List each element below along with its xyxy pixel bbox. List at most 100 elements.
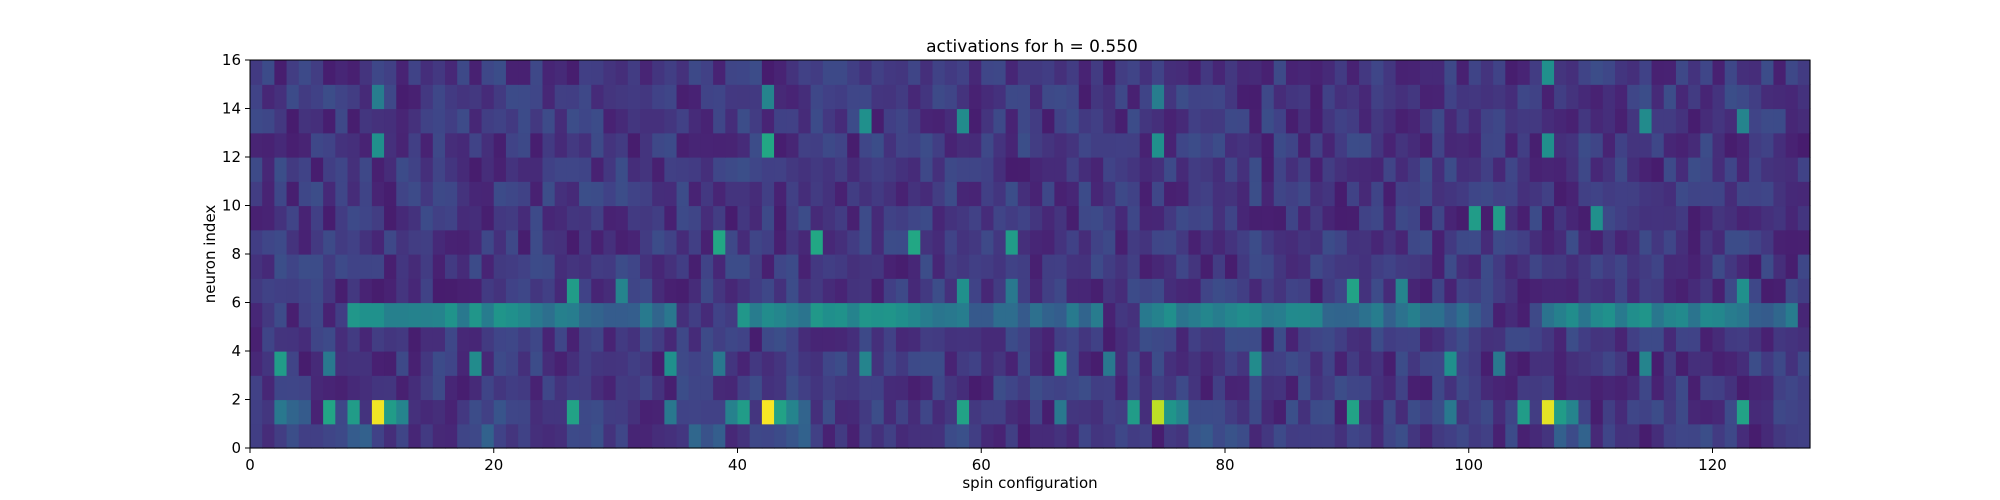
heatmap-cell (298, 326, 312, 352)
heatmap-cell (493, 326, 507, 352)
heatmap-cell (835, 132, 848, 158)
heatmap-cell (1066, 157, 1080, 182)
heatmap-cell (774, 254, 787, 279)
heatmap-cell (1395, 326, 1409, 352)
heatmap-cell (298, 132, 312, 158)
heatmap-cell (1688, 326, 1701, 352)
heatmap-cell (981, 399, 995, 425)
heatmap-cell (615, 84, 629, 110)
heatmap-cell (566, 326, 580, 352)
heatmap-cell (1054, 181, 1068, 207)
heatmap-cell (1042, 278, 1055, 304)
heatmap-cell (1541, 108, 1555, 134)
heatmap-cell (1164, 375, 1177, 401)
heatmap-cell (1298, 254, 1311, 279)
heatmap-cell (1042, 229, 1055, 255)
heatmap-cell (1505, 254, 1519, 279)
heatmap-cell (1225, 181, 1238, 207)
heatmap-cell (1493, 278, 1506, 304)
heatmap-cell (298, 423, 312, 449)
heatmap-cell (956, 181, 970, 207)
heatmap-cell (1407, 278, 1421, 304)
chart-title: activations for h = 0.550 (926, 37, 1138, 57)
heatmap-cell (554, 302, 568, 328)
heatmap-cell (1590, 132, 1604, 158)
heatmap-cell (981, 302, 995, 328)
heatmap-cell (859, 205, 873, 231)
heatmap-cell (518, 108, 531, 134)
heatmap-cell (859, 181, 873, 207)
heatmap-cell (542, 399, 556, 425)
heatmap-cell (1322, 375, 1336, 401)
heatmap-cell (1103, 157, 1116, 182)
heatmap-cell (810, 84, 824, 110)
heatmap-cell (1615, 181, 1628, 207)
heatmap-cell (835, 205, 848, 231)
heatmap-cell (1310, 278, 1324, 304)
heatmap-cell (493, 108, 507, 134)
heatmap-cell (1493, 375, 1506, 401)
heatmap-cell (1176, 302, 1190, 328)
heatmap-cell (1639, 423, 1653, 449)
heatmap-cell (1139, 229, 1153, 255)
heatmap-cell (469, 157, 483, 182)
heatmap-cell (1042, 399, 1055, 425)
heatmap-cell (1090, 60, 1104, 85)
heatmap-cell (761, 60, 775, 85)
heatmap-cell (1200, 423, 1214, 449)
heatmap-cell (737, 60, 751, 85)
heatmap-cell (554, 181, 568, 207)
heatmap-cell (469, 132, 483, 158)
heatmap-cell (664, 351, 678, 376)
heatmap-cell (1651, 399, 1665, 425)
heatmap-cell (1651, 254, 1665, 279)
heatmap-cell (335, 132, 349, 158)
heatmap-cell (371, 181, 385, 207)
heatmap-cell (579, 326, 592, 352)
heatmap-cell (725, 132, 739, 158)
heatmap-cell (1468, 375, 1482, 401)
heatmap-cell (1285, 108, 1299, 134)
heatmap-cell (1054, 302, 1068, 328)
heatmap-cell (895, 205, 909, 231)
heatmap-cell (1188, 229, 1202, 255)
heatmap-cell (481, 423, 495, 449)
heatmap-cell (1188, 254, 1202, 279)
heatmap-cell (469, 375, 483, 401)
heatmap-cell (408, 205, 422, 231)
heatmap-cell (1700, 84, 1714, 110)
heatmap-cell (1383, 157, 1397, 182)
heatmap-cell (1346, 229, 1360, 255)
heatmap-cell (603, 157, 617, 182)
heatmap-cell (554, 157, 568, 182)
heatmap-cell (1273, 278, 1287, 304)
heatmap-cell (457, 205, 470, 231)
heatmap-cell (1298, 229, 1311, 255)
heatmap-cell (542, 229, 556, 255)
heatmap-cell (579, 108, 592, 134)
heatmap-cell (1212, 60, 1226, 85)
heatmap-cell (310, 278, 324, 304)
heatmap-cell (1371, 326, 1385, 352)
heatmap-cell (1346, 60, 1360, 85)
heatmap-cell (1627, 157, 1640, 182)
heatmap-cell (1346, 108, 1360, 134)
heatmap-cell (1590, 108, 1604, 134)
heatmap-cell (1090, 254, 1104, 279)
heatmap-cell (1444, 278, 1458, 304)
heatmap-cell (481, 205, 495, 231)
heatmap-cell (713, 157, 726, 182)
heatmap-cell (1493, 254, 1506, 279)
heatmap-cell (1310, 205, 1324, 231)
heatmap-cell (1639, 302, 1653, 328)
heatmap-cell (883, 157, 897, 182)
heatmap-cell (1054, 399, 1068, 425)
heatmap-cell (871, 326, 885, 352)
heatmap-cell (1164, 302, 1177, 328)
heatmap-cell (445, 157, 458, 182)
heatmap-cell (1505, 375, 1519, 401)
heatmap-cell (1225, 423, 1238, 449)
heatmap-cell (969, 84, 982, 110)
heatmap-cell (981, 326, 995, 352)
heatmap-cell (627, 84, 641, 110)
